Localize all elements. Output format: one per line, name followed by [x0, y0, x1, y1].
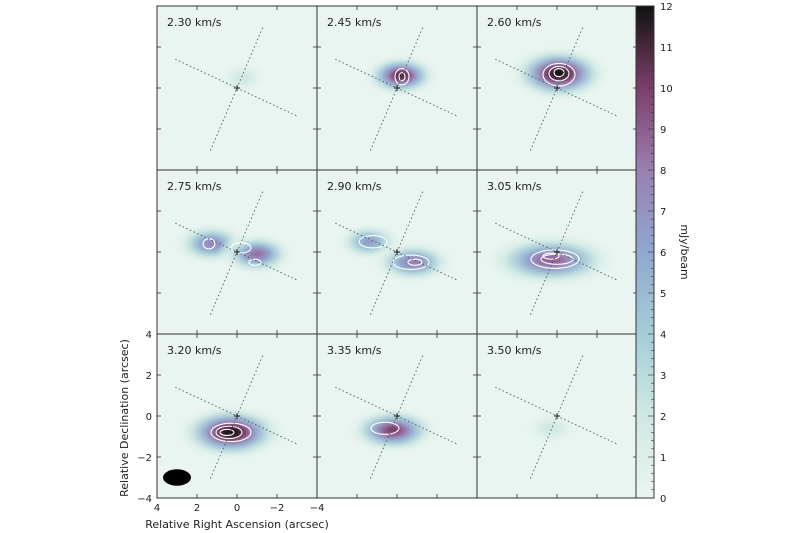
contour-line — [542, 252, 560, 260]
channel-panel: 2.90 km/s — [316, 169, 478, 335]
contour-line — [407, 258, 423, 266]
velocity-label: 3.50 km/s — [487, 344, 542, 357]
contour-line — [398, 72, 406, 82]
channel-panel: 2.45 km/s — [316, 5, 478, 171]
emission-blob — [173, 403, 289, 462]
panel-content — [495, 25, 619, 151]
velocity-label: 2.75 km/s — [167, 180, 222, 193]
center-marker — [234, 413, 240, 419]
reference-line — [495, 58, 619, 118]
contour-line — [548, 65, 570, 82]
y-tick-label: 0 — [146, 412, 152, 423]
colorbar-tick-label: 5 — [660, 289, 666, 300]
colorbar-tick-label: 1 — [660, 453, 666, 464]
panel-content — [171, 189, 299, 315]
velocity-label: 2.90 km/s — [327, 180, 382, 193]
center-marker — [394, 85, 400, 91]
contour-line — [542, 62, 576, 87]
x-tick-label: −2 — [270, 503, 285, 514]
colorbar-tick-label: 8 — [660, 166, 666, 177]
colorbar-tick-label: 3 — [660, 371, 666, 382]
colorbar-tick-label: 6 — [660, 248, 666, 259]
center-marker — [554, 85, 560, 91]
colorbar-tick-label: 9 — [660, 125, 666, 136]
x-tick-label: 2 — [194, 503, 200, 514]
panel-content — [175, 25, 299, 151]
y-tick-label: −4 — [137, 494, 152, 505]
contour-line — [230, 242, 252, 254]
emission-blob — [216, 59, 270, 96]
colorbar-tick-label: 10 — [660, 84, 673, 95]
center-marker — [234, 249, 240, 255]
velocity-label: 2.45 km/s — [327, 16, 382, 29]
colorbar-tick-label: 12 — [660, 2, 673, 13]
velocity-label: 3.05 km/s — [487, 180, 542, 193]
contour-line — [530, 249, 580, 269]
contour-line — [394, 67, 410, 86]
panel-content — [480, 189, 622, 315]
channel-panel: 2.75 km/s — [156, 169, 318, 335]
reference-line — [530, 25, 584, 151]
panel-content — [335, 353, 459, 479]
center-marker — [554, 413, 560, 419]
channel-panel: 2.60 km/s — [476, 5, 638, 171]
channel-panel: 3.05 km/s — [476, 169, 638, 335]
channel-panel: 3.50 km/s — [476, 333, 638, 499]
colorbar-tick-label: 4 — [660, 330, 666, 341]
emission-blob — [506, 44, 612, 103]
contour-line — [248, 258, 262, 266]
colorbar-tick-label: 0 — [660, 494, 666, 505]
colorbar-tick-label: 2 — [660, 412, 666, 423]
emission-blob — [480, 230, 622, 290]
panel-grid: 2.30 km/s 2.45 km/s 2.60 km/s 2.75 km/s 2.90… — [137, 5, 638, 514]
emission-blob — [344, 405, 442, 456]
velocity-label: 3.20 km/s — [167, 344, 222, 357]
panel-content — [163, 353, 299, 486]
emission-blob — [361, 53, 441, 99]
contour-line — [219, 428, 235, 437]
y-tick-label: 4 — [146, 330, 152, 341]
x-tick-label: −4 — [310, 503, 325, 514]
y-axis-label: Relative Declination (arcsec) — [118, 339, 131, 497]
y-tick-label: 2 — [146, 371, 152, 382]
velocity-label: 2.60 km/s — [487, 16, 542, 29]
y-tick-label: −2 — [137, 453, 152, 464]
emission-blob — [520, 410, 582, 447]
emission-blob — [369, 239, 457, 285]
colorbar-label: mJy/beam — [678, 224, 691, 279]
colorbar-tick-label: 11 — [660, 43, 673, 54]
center-marker — [234, 85, 240, 91]
reference-line — [370, 25, 424, 151]
center-marker — [394, 249, 400, 255]
contour-line — [358, 235, 388, 249]
velocity-label: 2.30 km/s — [167, 16, 222, 29]
colorbar-tick-label: 7 — [660, 207, 666, 218]
x-tick-label: 4 — [154, 503, 160, 514]
center-marker — [394, 413, 400, 419]
channel-panel: 2.30 km/s — [156, 5, 318, 171]
center-marker — [554, 249, 560, 255]
beam-ellipse — [163, 469, 191, 486]
velocity-label: 3.35 km/s — [327, 344, 382, 357]
panel-content — [335, 25, 459, 151]
contour-line — [370, 421, 400, 435]
panel-content — [333, 189, 459, 315]
panel-content — [495, 353, 619, 479]
x-axis-label: Relative Right Ascension (arcsec) — [145, 518, 329, 531]
channel-panel: 3.35 km/s — [316, 333, 478, 499]
x-tick-label: 0 — [234, 503, 240, 514]
contour-line — [215, 425, 243, 440]
contour-line — [210, 422, 252, 443]
